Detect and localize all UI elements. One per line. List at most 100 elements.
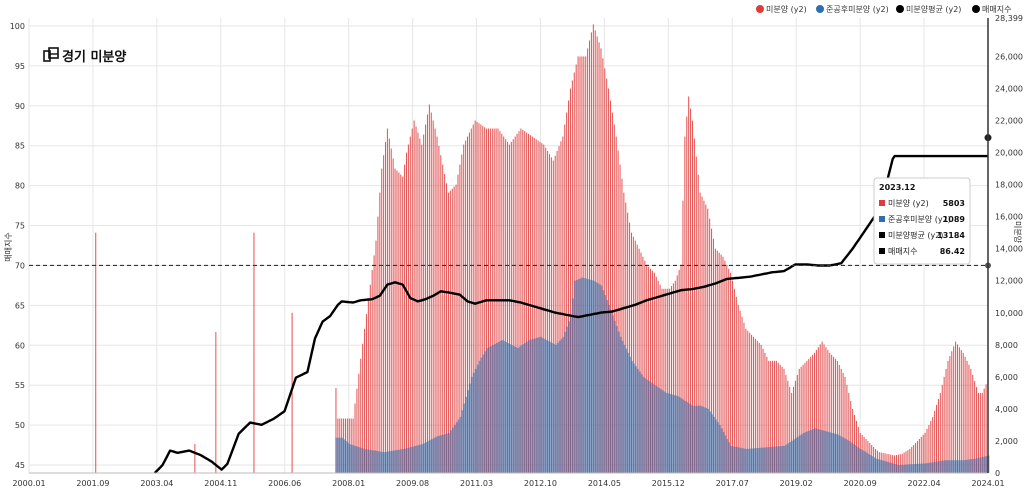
bar-post-completion bbox=[924, 463, 927, 473]
right-tick-label: 22,000 bbox=[995, 117, 1023, 126]
bar-post-completion bbox=[560, 338, 563, 473]
bar-unsold bbox=[623, 192, 625, 473]
bar-post-completion bbox=[613, 320, 616, 473]
bar-unsold bbox=[720, 254, 722, 473]
bar-unsold bbox=[937, 398, 939, 473]
left-tick-label: 55 bbox=[15, 381, 25, 390]
legend[interactable]: 미분양 (y2) 준공후미분양 (y2) 미분양평균 (y2) 매매지수 bbox=[756, 4, 1011, 14]
bar-post-completion bbox=[833, 433, 835, 473]
bar-post-completion bbox=[691, 405, 694, 473]
bar-post-completion bbox=[747, 448, 750, 473]
bar-unsold bbox=[457, 174, 459, 473]
bar-unsold bbox=[806, 360, 808, 473]
bar-post-completion bbox=[352, 445, 355, 473]
bar-post-completion bbox=[722, 431, 725, 473]
bar-unsold bbox=[943, 376, 945, 473]
bar-post-completion bbox=[455, 422, 458, 473]
bar-unsold bbox=[955, 341, 957, 473]
bar-post-completion bbox=[670, 394, 673, 473]
bar-post-completion bbox=[768, 447, 771, 473]
axes: 45 50 55 60 65 70 75 80 85 90 95 100 0 2,000 4,000 6,00… bbox=[10, 14, 1023, 488]
bar-post-completion bbox=[638, 371, 641, 473]
x-tick-label: 2015.12 bbox=[652, 479, 685, 488]
bar-unsold bbox=[768, 360, 770, 473]
tooltip-row-label: 매매지수 bbox=[888, 247, 917, 256]
bar-post-completion bbox=[941, 460, 944, 473]
bar-unsold bbox=[615, 136, 617, 473]
bar-unsold bbox=[461, 154, 463, 473]
bar-post-completion bbox=[836, 434, 839, 473]
bar-post-completion bbox=[472, 372, 475, 473]
bar-unsold bbox=[752, 336, 755, 473]
bar-unsold bbox=[926, 428, 928, 473]
bar-unsold bbox=[699, 192, 701, 473]
bar-post-completion bbox=[909, 464, 912, 473]
bar-post-completion bbox=[762, 447, 765, 473]
bar-post-completion bbox=[548, 341, 551, 473]
bar-unsold bbox=[514, 136, 516, 473]
legend-marker bbox=[816, 5, 824, 13]
bar-post-completion bbox=[737, 447, 740, 473]
bar-unsold bbox=[642, 256, 644, 473]
bar-unsold bbox=[627, 212, 629, 473]
bar-post-completion bbox=[562, 336, 565, 473]
legend-label: 준공후미분양 (y2) bbox=[826, 5, 889, 14]
right-tick-label: 8,000 bbox=[995, 341, 1018, 350]
bar-post-completion bbox=[480, 357, 483, 473]
bar-post-completion bbox=[855, 446, 858, 473]
bar-post-completion bbox=[575, 279, 578, 473]
bar-post-completion bbox=[848, 440, 851, 473]
bar-unsold bbox=[335, 388, 337, 473]
bar-unsold bbox=[646, 264, 648, 473]
bar-post-completion bbox=[756, 448, 759, 473]
bar-unsold bbox=[688, 96, 690, 473]
bar-unsold bbox=[897, 454, 899, 473]
bar-unsold bbox=[920, 436, 922, 473]
bar-post-completion bbox=[825, 431, 828, 473]
bar-post-completion bbox=[913, 464, 916, 473]
bar-unsold bbox=[426, 114, 428, 474]
bar-post-completion bbox=[364, 448, 366, 473]
bar-unsold bbox=[758, 342, 760, 473]
bar-post-completion bbox=[579, 278, 582, 473]
x-tick-label: 2019.02 bbox=[780, 479, 813, 488]
bar-post-completion bbox=[974, 458, 977, 473]
bar-unsold bbox=[751, 334, 753, 473]
bar-unsold bbox=[581, 56, 583, 473]
bar-post-completion bbox=[627, 352, 630, 473]
bar-post-completion bbox=[827, 431, 830, 473]
bar-unsold bbox=[583, 56, 585, 473]
bar-post-completion bbox=[888, 462, 891, 473]
bar-unsold bbox=[482, 125, 484, 473]
bar-unsold bbox=[634, 240, 636, 473]
bar-post-completion bbox=[453, 424, 456, 473]
bar-post-completion bbox=[808, 430, 811, 473]
bar-unsold bbox=[850, 400, 852, 473]
bar-unsold bbox=[499, 131, 501, 474]
bar-unsold bbox=[905, 451, 907, 473]
bar-post-completion bbox=[386, 451, 389, 473]
bar-post-completion bbox=[398, 449, 401, 473]
bar-post-completion bbox=[854, 444, 856, 473]
bar-post-completion bbox=[907, 464, 910, 473]
bar-post-completion bbox=[568, 321, 570, 473]
bar-post-completion bbox=[423, 443, 426, 473]
bar-post-completion bbox=[396, 449, 399, 473]
bar-post-completion bbox=[867, 453, 870, 473]
bar-post-completion bbox=[514, 347, 517, 473]
bar-unsold bbox=[640, 252, 642, 473]
bar-unsold bbox=[690, 108, 692, 473]
bar-post-completion bbox=[573, 280, 576, 473]
bar-unsold bbox=[552, 160, 554, 473]
bar-unsold bbox=[945, 368, 947, 473]
x-tick-label: 2017.07 bbox=[716, 479, 749, 488]
bar-unsold bbox=[592, 24, 594, 474]
bar-unsold bbox=[455, 184, 457, 473]
bar-post-completion bbox=[863, 451, 866, 473]
bar-unsold bbox=[558, 146, 560, 473]
bar-unsold bbox=[684, 136, 686, 473]
bar-post-completion bbox=[365, 449, 368, 473]
bar-unsold bbox=[554, 155, 556, 474]
bar-post-completion bbox=[699, 405, 702, 473]
bar-unsold bbox=[358, 373, 360, 473]
